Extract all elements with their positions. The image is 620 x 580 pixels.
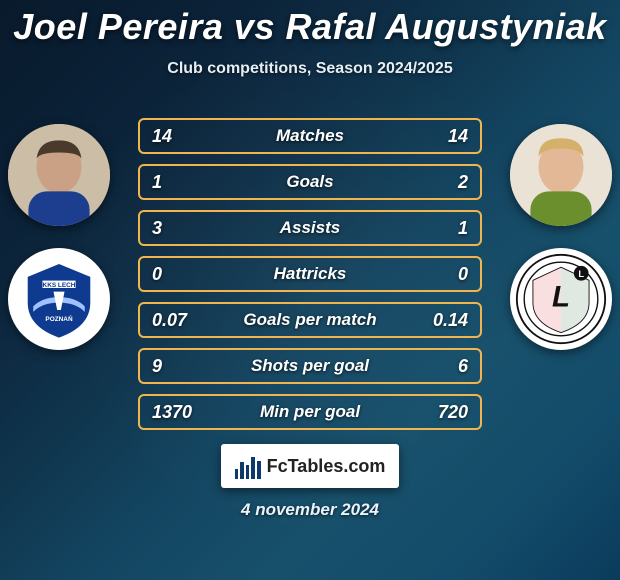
stat-row: 0Hattricks0 (138, 256, 482, 292)
svg-text:POZNAŃ: POZNAŃ (45, 314, 73, 323)
stat-label: Matches (140, 126, 480, 146)
person-silhouette-icon (8, 124, 110, 226)
stat-label: Goals per match (140, 310, 480, 330)
comparison-card: Joel Pereira vs Rafal Augustyniak Club c… (0, 0, 620, 580)
stat-left-value: 0.07 (152, 310, 187, 331)
stat-right-value: 1 (458, 218, 468, 239)
stats-list: 14Matches141Goals23Assists10Hattricks00.… (138, 118, 482, 430)
stat-right-value: 6 (458, 356, 468, 377)
stat-row: 1Goals2 (138, 164, 482, 200)
svg-text:KKS LECH: KKS LECH (43, 282, 76, 289)
crest-icon: KKS LECH POZNAŃ (13, 253, 105, 345)
subtitle: Club competitions, Season 2024/2025 (0, 60, 620, 78)
stat-left-value: 0 (152, 264, 162, 285)
footer-logo[interactable]: FcTables.com (221, 444, 399, 488)
stat-right-value: 0 (458, 264, 468, 285)
footer-date: 4 november 2024 (0, 500, 620, 520)
stat-left-value: 9 (152, 356, 162, 377)
stat-label: Goals (140, 172, 480, 192)
stat-right-value: 0.14 (433, 310, 468, 331)
stat-left-value: 1370 (152, 402, 192, 423)
stat-row: 3Assists1 (138, 210, 482, 246)
svg-text:L: L (578, 269, 584, 279)
stat-right-value: 2 (458, 172, 468, 193)
stat-row: 1370Min per goal720 (138, 394, 482, 430)
stat-label: Hattricks (140, 264, 480, 284)
person-silhouette-icon (510, 124, 612, 226)
crest-icon: L L (515, 253, 607, 345)
stat-label: Shots per goal (140, 356, 480, 376)
stat-left-value: 14 (152, 126, 172, 147)
stat-label: Assists (140, 218, 480, 238)
stat-left-value: 3 (152, 218, 162, 239)
club-left-crest: KKS LECH POZNAŃ (8, 248, 110, 350)
player-right-avatar (510, 124, 612, 226)
bar-chart-icon (235, 453, 261, 479)
club-right-crest: L L (510, 248, 612, 350)
svg-text:L: L (552, 280, 570, 313)
stat-left-value: 1 (152, 172, 162, 193)
footer-label: FcTables.com (267, 456, 386, 477)
page-title: Joel Pereira vs Rafal Augustyniak (0, 0, 620, 48)
stat-row: 9Shots per goal6 (138, 348, 482, 384)
stat-right-value: 14 (448, 126, 468, 147)
stat-row: 0.07Goals per match0.14 (138, 302, 482, 338)
stat-right-value: 720 (438, 402, 468, 423)
stat-row: 14Matches14 (138, 118, 482, 154)
player-left-avatar (8, 124, 110, 226)
